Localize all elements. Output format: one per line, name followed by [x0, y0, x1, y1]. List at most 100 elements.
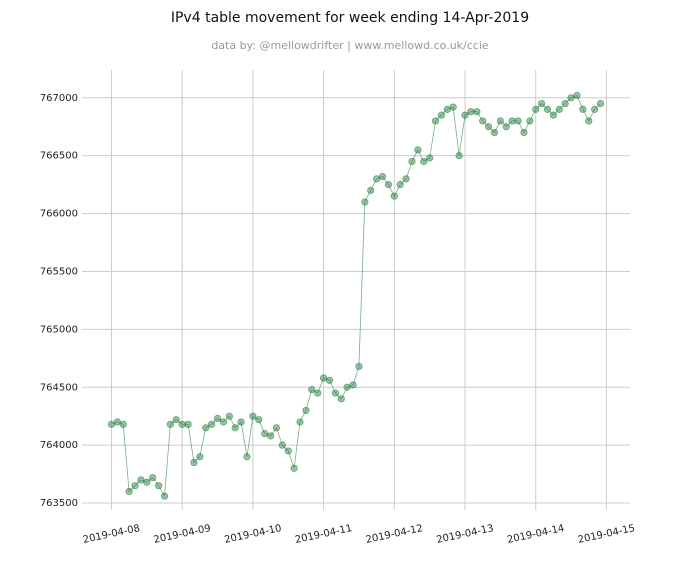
- data-point: [208, 420, 216, 428]
- data-point: [490, 128, 499, 137]
- data-point: [231, 424, 239, 432]
- data-point: [496, 117, 504, 125]
- data-point: [402, 175, 410, 183]
- data-point: [166, 420, 174, 428]
- data-point: [125, 487, 133, 496]
- data-point: [596, 99, 605, 108]
- data-point: [190, 458, 198, 467]
- data-point: [549, 111, 557, 119]
- data-point: [508, 117, 516, 125]
- data-point: [361, 198, 369, 206]
- data-point: [337, 395, 345, 403]
- data-point: [378, 172, 387, 181]
- data-point: [479, 117, 487, 125]
- data-point: [278, 441, 286, 449]
- data-point: [143, 478, 151, 486]
- data-point: [261, 429, 269, 438]
- data-point: [178, 420, 186, 428]
- y-tick-label: 765500: [40, 266, 78, 277]
- x-tick-label: 2019-04-09: [153, 523, 212, 546]
- data-point: [243, 453, 251, 461]
- data-point: [567, 94, 575, 102]
- data-line: [111, 94, 601, 498]
- data-point: [131, 482, 139, 490]
- y-tick-label: 763500: [40, 498, 78, 509]
- chart-subtitle: data by: @mellowdrifter | www.mellowd.co…: [211, 39, 489, 52]
- data-point: [107, 420, 116, 428]
- data-point: [473, 108, 481, 116]
- data-point: [561, 99, 569, 108]
- x-tick-label: 2019-04-12: [365, 523, 424, 546]
- data-point: [355, 362, 363, 371]
- x-tick-label: 2019-04-11: [294, 523, 353, 546]
- data-point: [155, 482, 163, 490]
- data-point: [225, 412, 233, 420]
- x-tick-label: 2019-04-08: [82, 523, 141, 546]
- data-point: [502, 123, 510, 131]
- chart-title: IPv4 table movement for week ending 14-A…: [171, 10, 529, 26]
- data-point: [284, 447, 292, 455]
- y-tick-label: 767000: [40, 93, 78, 104]
- data-point: [520, 128, 528, 137]
- y-tick-label: 764500: [40, 382, 78, 393]
- data-point: [573, 91, 581, 100]
- data-point: [373, 175, 381, 183]
- data-point: [437, 111, 446, 119]
- data-point: [526, 117, 534, 125]
- data-point: [384, 181, 393, 189]
- y-tick-label: 764000: [40, 440, 78, 451]
- data-point: [249, 412, 257, 420]
- y-tick-label: 766500: [40, 151, 78, 162]
- data-point: [426, 154, 434, 162]
- data-point: [202, 424, 210, 432]
- data-point: [272, 424, 281, 432]
- data-point: [443, 105, 451, 113]
- data-point: [420, 157, 428, 166]
- data-point: [543, 105, 552, 113]
- data-point: [461, 111, 469, 119]
- data-point: [172, 416, 180, 424]
- data-point: [467, 108, 475, 116]
- x-tick-label: 2019-04-15: [577, 523, 636, 546]
- data-point: [319, 374, 328, 382]
- data-point: [196, 453, 204, 461]
- data-point: [408, 157, 416, 166]
- data-point: [585, 117, 593, 125]
- data-point: [343, 383, 351, 391]
- data-point: [455, 152, 463, 160]
- data-point: [113, 418, 121, 426]
- data-point: [349, 381, 357, 389]
- data-point: [308, 385, 316, 394]
- data-point: [532, 105, 540, 113]
- x-tick-label: 2019-04-10: [223, 523, 282, 546]
- data-point: [325, 376, 334, 384]
- data-point: [255, 416, 263, 424]
- data-point: [296, 418, 304, 426]
- data-point: [514, 117, 522, 125]
- data-point: [579, 105, 587, 113]
- data-point: [431, 117, 440, 125]
- data-point: [160, 492, 169, 500]
- data-point: [449, 103, 457, 111]
- data-point: [149, 473, 157, 482]
- data-point: [237, 418, 245, 426]
- data-point: [137, 476, 145, 484]
- x-tick-label: 2019-04-13: [436, 523, 495, 546]
- data-point: [396, 181, 404, 189]
- data-point: [331, 389, 339, 397]
- data-point: [555, 105, 563, 113]
- data-point: [213, 414, 222, 423]
- data-point: [390, 192, 398, 200]
- data-point: [367, 186, 375, 195]
- y-tick-label: 765000: [40, 324, 78, 335]
- data-point: [314, 389, 322, 397]
- x-tick-label: 2019-04-14: [506, 523, 565, 546]
- data-point: [184, 420, 192, 428]
- data-point: [302, 406, 310, 415]
- data-point: [591, 105, 599, 113]
- data-point: [119, 420, 127, 428]
- data-point: [538, 99, 546, 108]
- data-point: [219, 418, 228, 426]
- y-tick-label: 766000: [40, 209, 78, 220]
